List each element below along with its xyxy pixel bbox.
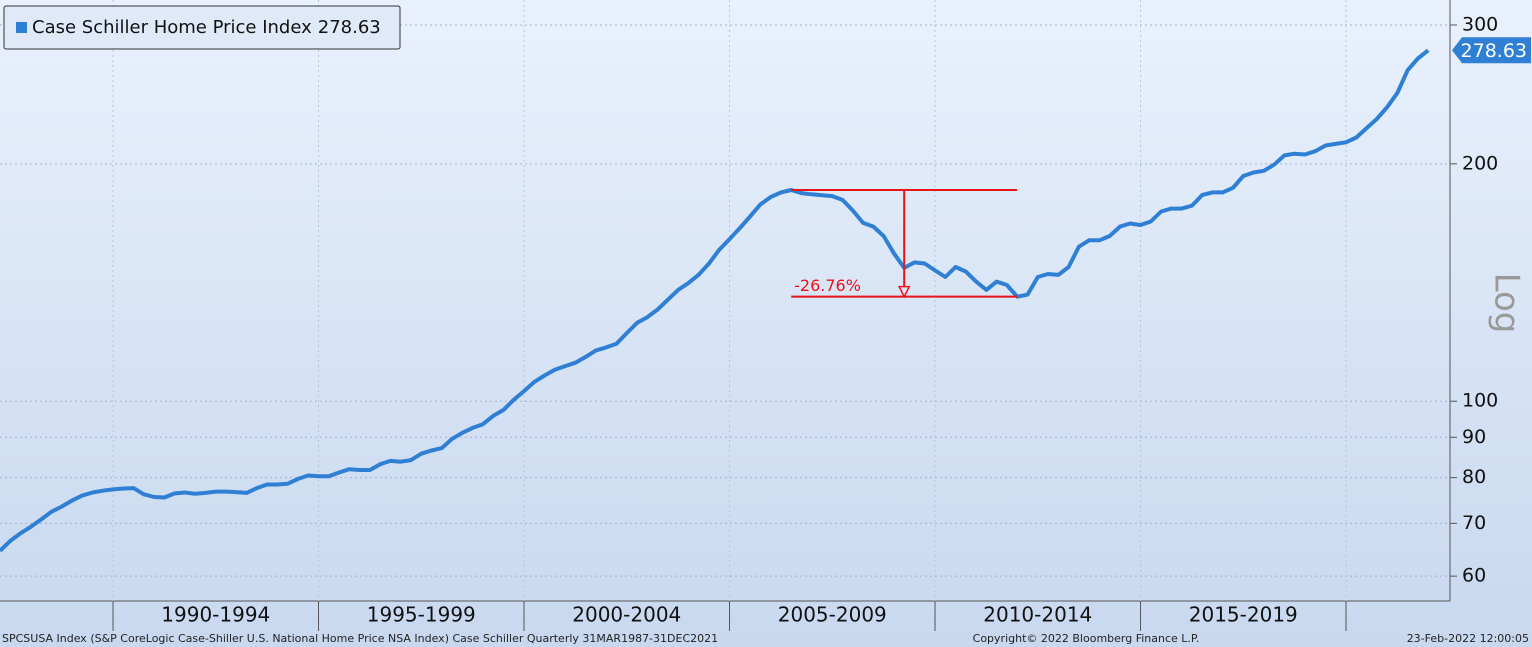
y-tick-label: 80 — [1462, 466, 1486, 488]
footer-left: SPCSUSA Index (S&P CoreLogic Case-Shille… — [2, 632, 718, 645]
arrow-head — [897, 285, 911, 299]
line-series — [0, 48, 1430, 553]
x-tick-label: 2015-2019 — [1189, 603, 1298, 627]
legend-swatch — [16, 22, 27, 33]
x-tick-label: 2000-2004 — [572, 603, 681, 627]
y-axis-label: Log — [1487, 273, 1527, 334]
y-tick-label: 300 — [1462, 13, 1498, 35]
legend-name: Case Schiller Home Price Index — [32, 17, 312, 38]
y-tick-label: 90 — [1462, 426, 1486, 448]
footer-center: Copyright© 2022 Bloomberg Finance L.P. — [973, 632, 1200, 645]
legend-value: 278.63 — [318, 17, 381, 38]
x-tick-label: 1995-1999 — [367, 603, 476, 627]
x-tick-label: 2005-2009 — [778, 603, 887, 627]
y-tick-label: 70 — [1462, 512, 1486, 534]
annotation-label: -26.76% — [794, 276, 861, 295]
y-tick-label: 100 — [1462, 390, 1498, 412]
x-tick-label: 2010-2014 — [983, 603, 1092, 627]
last-value-tag — [1452, 37, 1531, 64]
last-value-label: 278.63 — [1461, 40, 1527, 62]
legend-label: Case Schiller Home Price Index 278.63 — [32, 17, 381, 38]
y-tick-label: 60 — [1462, 565, 1486, 587]
x-tick-label: 1990-1994 — [161, 603, 270, 627]
legend-box — [3, 5, 401, 50]
footer-right: 23-Feb-2022 12:00:05 — [1407, 632, 1529, 645]
y-tick-label: 200 — [1462, 152, 1498, 174]
